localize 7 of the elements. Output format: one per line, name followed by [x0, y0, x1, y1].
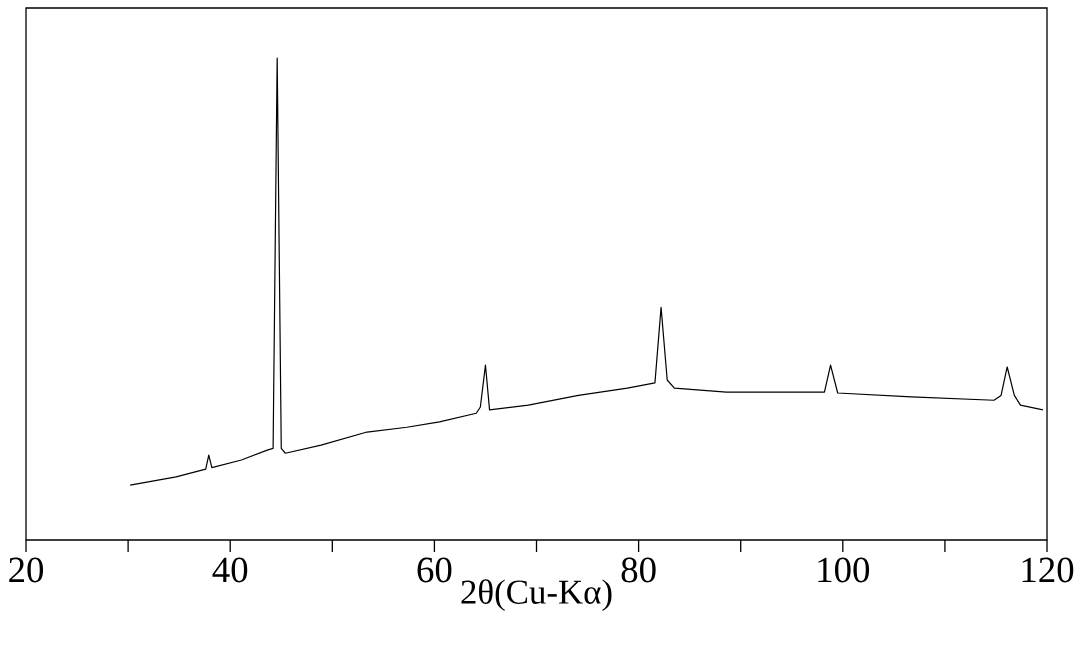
x-tick-label: 20 [9, 557, 44, 583]
x-tick-label: 100 [818, 557, 870, 583]
x-tick-label: 80 [621, 557, 656, 583]
x-tick-label: 60 [417, 557, 452, 583]
x-tick-label: 40 [212, 557, 248, 583]
x-tick-label: 120 [1022, 557, 1074, 583]
x-axis-title: 2θ(Cu-Kα) [461, 579, 612, 612]
